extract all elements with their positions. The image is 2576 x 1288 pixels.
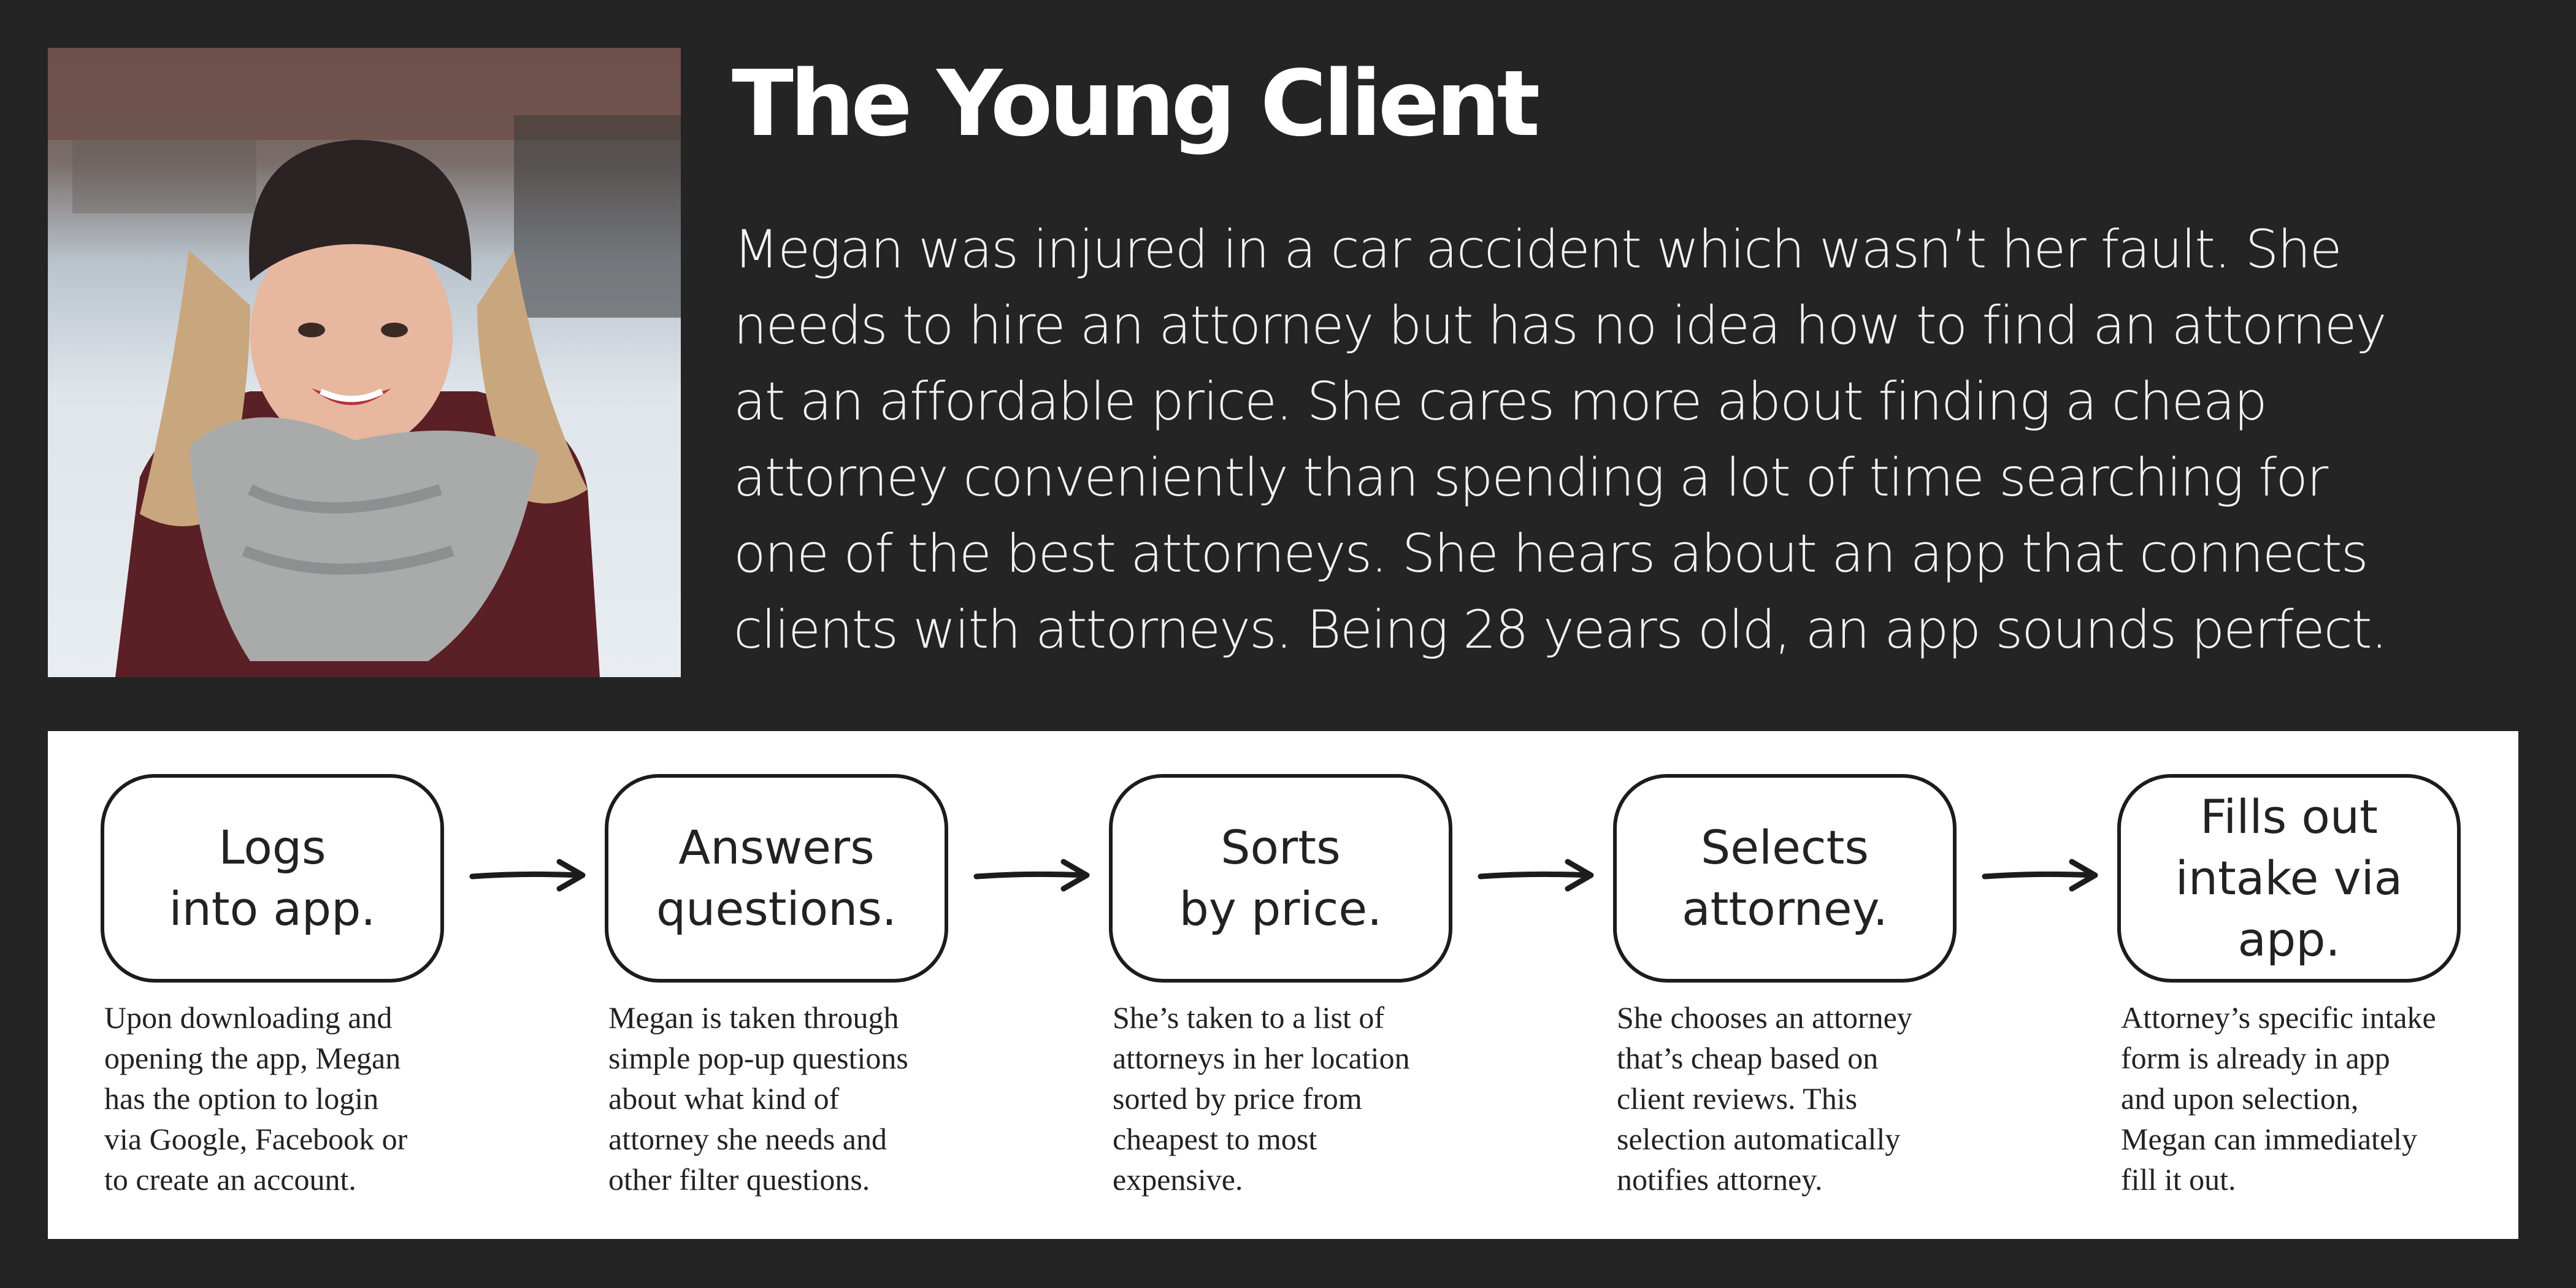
step-description-line: Upon downloading and — [104, 1000, 393, 1035]
story-line: one of the best attorneys. She hears abo… — [734, 523, 2369, 585]
persona-photo-illustration — [48, 48, 681, 677]
step-description-line: fill it out. — [2121, 1162, 2236, 1197]
step-description-line: that’s cheap based on — [1617, 1041, 1879, 1075]
step-description-line: selection automatically — [1617, 1122, 1901, 1156]
step-description-line: Megan is taken through — [608, 1000, 899, 1035]
step-description-line: has the option to login — [104, 1081, 379, 1116]
step-description-line: via Google, Facebook or — [104, 1122, 408, 1156]
story-line: attorney conveniently than spending a lo… — [734, 447, 2328, 508]
step-box-sort: Sorts by price. — [1109, 774, 1452, 983]
step-box-questions: Answers questions. — [605, 774, 948, 983]
arrow-right-icon — [469, 859, 586, 892]
step-description: She’s taken to a list of attorneys in he… — [1113, 997, 1481, 1200]
step-description: Attorney’s specific intake form is alrea… — [2121, 997, 2489, 1200]
step-description-line: She’s taken to a list of — [1113, 1000, 1384, 1035]
arrow-right-icon — [973, 859, 1090, 892]
step-title: Fills out intake via app. — [2175, 789, 2403, 967]
persona-photo — [48, 48, 681, 677]
step-description-line: attorneys in her location — [1113, 1041, 1410, 1075]
step-title: Sorts by price. — [1179, 820, 1382, 936]
step-description-line: client reviews. This — [1617, 1081, 1858, 1116]
step-box-intake: Fills out intake via app. — [2117, 774, 2461, 983]
step-description-line: notifies attorney. — [1617, 1162, 1823, 1197]
user-flow-panel: Logs into app. Upon downloading and open… — [48, 731, 2518, 1239]
step-description-line: Megan can immediately — [2121, 1122, 2418, 1156]
step-description-line: sorted by price from — [1113, 1081, 1362, 1116]
step-description-line: She chooses an attorney — [1617, 1000, 1912, 1035]
step-description-line: form is already in app — [2121, 1041, 2390, 1075]
step-description-line: and upon selection, — [2121, 1081, 2359, 1116]
arrow-right-icon — [1982, 859, 2098, 892]
step-description-line: attorney she needs and — [608, 1122, 887, 1156]
step-box-login: Logs into app. — [101, 774, 444, 983]
story-line: at an affordable price. She cares more a… — [734, 371, 2267, 432]
step-description: Megan is taken through simple pop-up que… — [608, 997, 976, 1200]
story-line: needs to hire an attorney but has no ide… — [734, 295, 2387, 356]
story-line: Megan was injured in a car accident whic… — [734, 219, 2342, 280]
persona-story: Megan was injured in a car accident whic… — [734, 212, 2439, 668]
arrow-right-icon — [1478, 859, 1594, 892]
step-description-line: cheapest to most — [1113, 1122, 1317, 1156]
step-description-line: opening the app, Megan — [104, 1041, 401, 1075]
step-box-select: Selects attorney. — [1613, 774, 1957, 983]
step-description: She chooses an attorney that’s cheap bas… — [1617, 997, 1985, 1200]
step-description-line: simple pop-up questions — [608, 1041, 908, 1075]
step-description-line: Attorney’s specific intake — [2121, 1000, 2436, 1035]
step-title: Answers questions. — [656, 820, 897, 936]
story-line: clients with attorneys. Being 28 years o… — [734, 599, 2388, 661]
step-title: Logs into app. — [169, 820, 376, 936]
step-description-line: expensive. — [1113, 1162, 1243, 1197]
step-description: Upon downloading and opening the app, Me… — [104, 997, 472, 1200]
step-title: Selects attorney. — [1682, 820, 1888, 936]
step-description-line: other filter questions. — [608, 1162, 870, 1197]
persona-title: The Young Client — [732, 51, 1540, 156]
step-description-line: about what kind of — [608, 1081, 840, 1116]
step-description-line: to create an account. — [104, 1162, 356, 1197]
